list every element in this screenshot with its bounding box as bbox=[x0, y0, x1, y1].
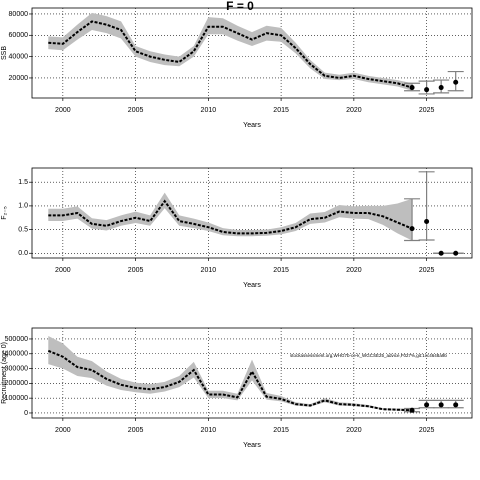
plot-frame bbox=[31, 327, 473, 419]
x-tick-label: 2015 bbox=[273, 107, 289, 114]
projection-point bbox=[409, 226, 415, 232]
x-tick-label: 2010 bbox=[201, 107, 217, 114]
y-tick-label: 1.0 bbox=[18, 203, 28, 210]
projection-point bbox=[453, 79, 459, 85]
x-tick-label: 2000 bbox=[55, 427, 71, 434]
plot-frame bbox=[31, 7, 473, 99]
x-tick-label: 2020 bbox=[346, 267, 362, 274]
y-tick-label: 100000 bbox=[5, 395, 28, 402]
x-tick-label: 2020 bbox=[346, 427, 362, 434]
x-axis-label: Years bbox=[243, 442, 261, 449]
x-tick-label: 2025 bbox=[419, 267, 435, 274]
y-axis-label: F₂₋₅ bbox=[1, 206, 8, 220]
y-tick-label: 0 bbox=[24, 410, 28, 417]
confidence-band bbox=[48, 12, 413, 91]
x-tick-label: 2015 bbox=[273, 427, 289, 434]
x-tick-label: 2000 bbox=[55, 267, 71, 274]
x-tick-label: 2005 bbox=[128, 107, 144, 114]
projection-point bbox=[424, 87, 430, 93]
projection-point bbox=[409, 407, 415, 413]
y-tick-label: 0.0 bbox=[18, 250, 28, 257]
estimate-line bbox=[48, 199, 413, 235]
annotation: stockassessment.org,WHG7b-ce-k_WGCSE25_a… bbox=[290, 353, 447, 358]
projection-point bbox=[438, 85, 444, 91]
y-tick-label: 500000 bbox=[5, 336, 28, 343]
estimate-line bbox=[48, 20, 413, 89]
y-tick-label: 300000 bbox=[5, 365, 28, 372]
projection-point bbox=[453, 402, 459, 408]
x-axis-label: Years bbox=[243, 282, 261, 289]
x-tick-label: 2010 bbox=[201, 267, 217, 274]
projection-point bbox=[438, 402, 444, 408]
projection-point bbox=[424, 219, 430, 225]
x-tick-label: 2010 bbox=[201, 427, 217, 434]
projection-point bbox=[438, 250, 444, 256]
y-tick-label: 20000 bbox=[9, 75, 29, 82]
y-tick-label: 0.5 bbox=[18, 226, 28, 233]
estimate-line bbox=[47, 349, 413, 412]
x-tick-label: 2020 bbox=[346, 107, 362, 114]
projection-point bbox=[453, 250, 459, 256]
y-tick-label: 200000 bbox=[5, 380, 28, 387]
projection-point bbox=[409, 85, 415, 91]
projection-point bbox=[424, 402, 430, 408]
x-tick-label: 2005 bbox=[128, 427, 144, 434]
x-axis-label: Years bbox=[243, 122, 261, 129]
chart-title: F = 0 bbox=[226, 0, 254, 13]
y-axis-label: SSB bbox=[1, 46, 8, 60]
y-tick-label: 60000 bbox=[9, 32, 29, 39]
y-tick-label: 1.5 bbox=[18, 179, 28, 186]
y-tick-label: 80000 bbox=[9, 11, 29, 18]
x-tick-label: 2015 bbox=[273, 267, 289, 274]
y-tick-label: 40000 bbox=[9, 53, 29, 60]
x-tick-label: 2025 bbox=[419, 427, 435, 434]
plot-frame bbox=[31, 167, 473, 259]
x-tick-label: 2025 bbox=[419, 107, 435, 114]
confidence-band bbox=[48, 192, 413, 241]
y-axis-label: Recruitment (age 0) bbox=[1, 342, 8, 404]
y-tick-label: 400000 bbox=[5, 351, 28, 358]
x-tick-label: 2000 bbox=[55, 107, 71, 114]
confidence-band bbox=[48, 335, 413, 412]
x-tick-label: 2005 bbox=[128, 267, 144, 274]
